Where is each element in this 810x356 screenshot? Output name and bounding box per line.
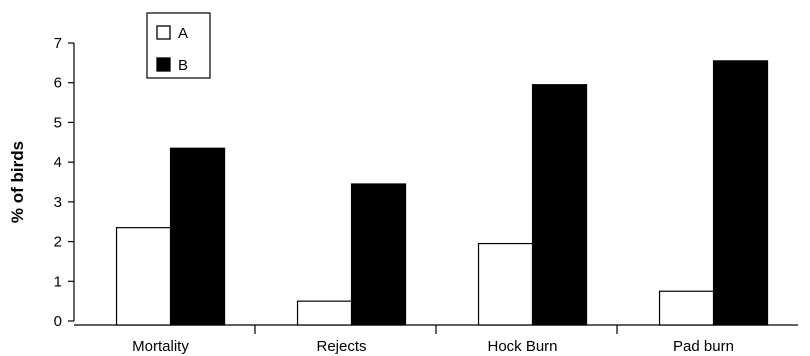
bar-A-mortality	[115, 227, 172, 326]
category-label: Rejects	[316, 338, 366, 355]
bar-B-hock-burn	[531, 84, 588, 326]
legend-label-B: B	[178, 57, 188, 74]
legend-swatch-A	[156, 25, 171, 40]
bar-B-rejects	[350, 183, 407, 326]
y-tick-label: 0	[54, 313, 62, 330]
legend: AB	[146, 12, 211, 79]
y-tick-label: 1	[54, 273, 62, 290]
legend-swatch-B	[156, 57, 171, 72]
bar-A-hock-burn	[477, 242, 534, 326]
category-label: Mortality	[132, 338, 189, 355]
legend-label-A: A	[178, 25, 188, 42]
y-tick-label: 3	[54, 194, 62, 211]
y-tick-label: 7	[54, 35, 62, 52]
category-label: Pad burn	[673, 338, 734, 355]
y-tick-label: 4	[54, 154, 62, 171]
y-tick-label: 6	[54, 75, 62, 92]
bar-A-rejects	[296, 300, 353, 326]
y-tick-label: 2	[54, 234, 62, 251]
category-label: Hock Burn	[487, 338, 557, 355]
bars	[115, 60, 769, 326]
bar-B-pad-burn	[712, 60, 769, 326]
bar-A-pad-burn	[658, 290, 715, 326]
y-axis-label: % of birds	[8, 141, 27, 223]
labels: 0 1 2 3 4 5 6 7 % of birds Mortality Rejects Hock B…	[8, 35, 734, 355]
y-tick-label: 5	[54, 114, 62, 131]
bar-B-mortality	[169, 147, 226, 326]
